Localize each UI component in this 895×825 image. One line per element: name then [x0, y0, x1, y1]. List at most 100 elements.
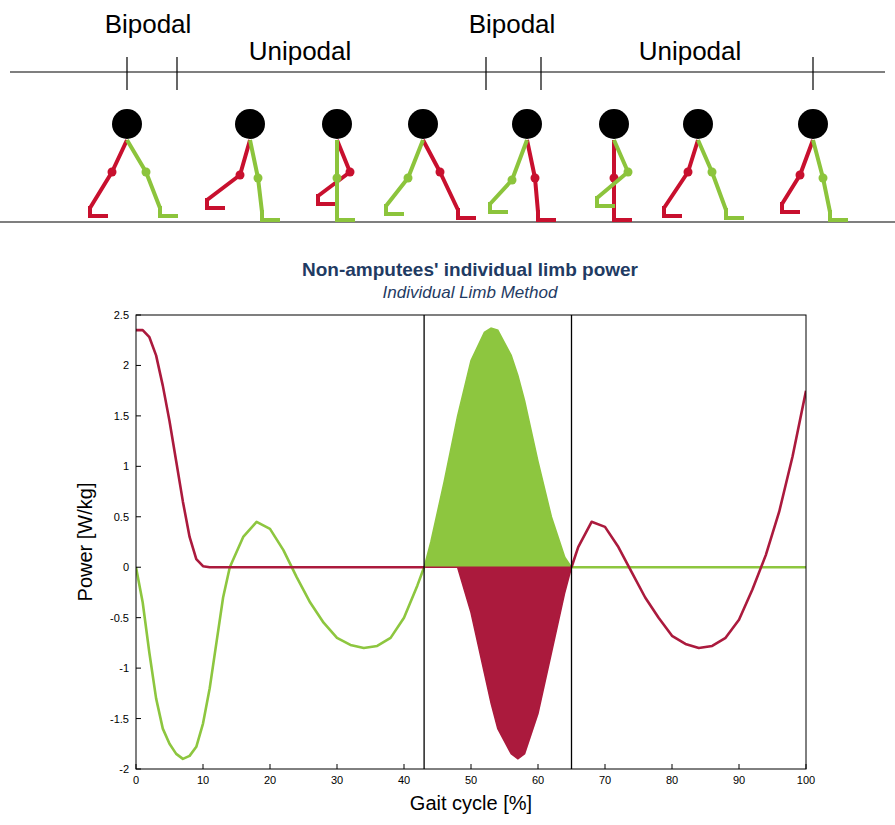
leg: [250, 140, 262, 212]
axes: 0102030405060708090100-2-1.5-1-0.500.511…: [110, 309, 815, 786]
leg: [386, 140, 423, 206]
foot: [538, 210, 556, 220]
line: [136, 330, 424, 567]
foot: [614, 210, 632, 220]
knee: [531, 174, 540, 183]
x-tick-label: 0: [133, 774, 139, 786]
area: [424, 567, 571, 759]
y-tick-label: -1.5: [110, 713, 129, 725]
phase-boundary: [485, 57, 486, 90]
leg: [698, 140, 726, 210]
knee: [236, 171, 245, 180]
x-tick-label: 100: [797, 774, 815, 786]
phase-boundary: [812, 57, 813, 90]
knee: [404, 174, 413, 183]
figure: BipodalUnipodalBipodalUnipodalNon-ampute…: [0, 0, 895, 825]
y-tick: [136, 668, 141, 669]
x-tick-label: 50: [465, 774, 477, 786]
knee: [508, 176, 517, 185]
x-tick: [672, 764, 673, 769]
stick-figure: [207, 109, 280, 220]
x-tick: [270, 764, 271, 769]
foot: [207, 198, 225, 208]
foot: [830, 210, 848, 220]
y-tick-label: -1: [119, 662, 129, 674]
head: [512, 109, 542, 139]
x-tick: [136, 764, 137, 769]
ground-line: [0, 221, 895, 222]
y-axis-title: Power [W/kg]: [74, 483, 96, 602]
phase-boundary: [126, 57, 127, 90]
stick-figure: [490, 109, 556, 220]
phase-line: [571, 315, 572, 769]
timeline: [10, 71, 885, 72]
x-tick: [471, 764, 472, 769]
x-tick: [404, 764, 405, 769]
knee: [346, 168, 355, 177]
stick-figure: [664, 109, 744, 218]
x-tick-label: 40: [398, 774, 410, 786]
stick-figure: [597, 109, 633, 220]
chart-subtitle: Individual Limb Method: [383, 283, 558, 302]
phase-line: [423, 315, 424, 769]
knee: [624, 168, 633, 177]
knee: [142, 168, 151, 177]
plot-marks: [136, 315, 806, 769]
stick-figure: [90, 109, 178, 216]
x-tick-label: 70: [599, 774, 611, 786]
y-tick: [136, 617, 141, 618]
y-tick: [136, 365, 141, 366]
phase-boundary: [540, 57, 541, 90]
x-tick-label: 30: [331, 774, 343, 786]
y-tick: [136, 567, 141, 568]
x-tick-label: 80: [666, 774, 678, 786]
phase-label: Bipodal: [469, 9, 556, 39]
y-tick-label: 2.5: [114, 309, 129, 321]
y-tick: [136, 769, 141, 770]
head: [599, 109, 629, 139]
x-tick-label: 10: [197, 774, 209, 786]
stick-figure: [386, 109, 476, 218]
head: [112, 109, 142, 139]
knee: [108, 168, 117, 177]
plot-frame: [136, 315, 806, 769]
foot: [490, 202, 508, 212]
x-tick: [203, 764, 204, 769]
y-tick-label: -0.5: [110, 612, 129, 624]
x-tick-label: 90: [733, 774, 745, 786]
knee: [436, 168, 445, 177]
x-tick: [739, 764, 740, 769]
y-tick-label: 1: [123, 460, 129, 472]
foot: [726, 208, 744, 218]
foot: [458, 208, 476, 218]
line: [572, 566, 807, 569]
knee: [796, 171, 805, 180]
y-tick: [136, 718, 141, 719]
x-tick: [806, 764, 807, 769]
x-tick: [605, 764, 606, 769]
x-axis-title: Gait cycle [%]: [410, 792, 532, 814]
knee: [708, 168, 717, 177]
knee: [819, 174, 828, 183]
plot-background: [136, 315, 806, 769]
chart-title: Non-amputees' individual limb power: [302, 259, 639, 280]
leg: [813, 140, 830, 212]
y-tick: [136, 415, 141, 416]
y-tick: [136, 315, 141, 316]
phase-label: Unipodal: [249, 36, 352, 66]
area: [424, 328, 571, 567]
foot: [90, 206, 108, 216]
y-tick-label: 0.5: [114, 511, 129, 523]
phase-label: Unipodal: [639, 36, 742, 66]
head: [683, 109, 713, 139]
foot: [597, 196, 615, 206]
y-tick-label: -2: [119, 763, 129, 775]
x-tick-label: 20: [264, 774, 276, 786]
phase-boundary: [176, 57, 177, 90]
line: [136, 522, 424, 759]
knee: [333, 174, 342, 183]
y-tick-label: 1.5: [114, 410, 129, 422]
foot: [318, 194, 336, 204]
foot: [386, 204, 404, 214]
head: [798, 109, 828, 139]
